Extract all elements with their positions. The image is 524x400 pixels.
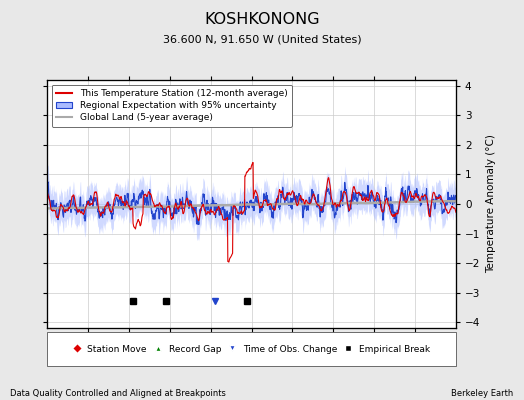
Y-axis label: Temperature Anomaly (°C): Temperature Anomaly (°C)	[486, 134, 496, 274]
Text: Data Quality Controlled and Aligned at Breakpoints: Data Quality Controlled and Aligned at B…	[10, 389, 226, 398]
Legend: Station Move, Record Gap, Time of Obs. Change, Empirical Break: Station Move, Record Gap, Time of Obs. C…	[70, 342, 433, 356]
Text: 36.600 N, 91.650 W (United States): 36.600 N, 91.650 W (United States)	[162, 34, 362, 44]
Legend: This Temperature Station (12-month average), Regional Expectation with 95% uncer: This Temperature Station (12-month avera…	[52, 84, 292, 127]
FancyBboxPatch shape	[47, 332, 456, 366]
Text: Berkeley Earth: Berkeley Earth	[451, 389, 514, 398]
Text: KOSHKONONG: KOSHKONONG	[204, 12, 320, 27]
